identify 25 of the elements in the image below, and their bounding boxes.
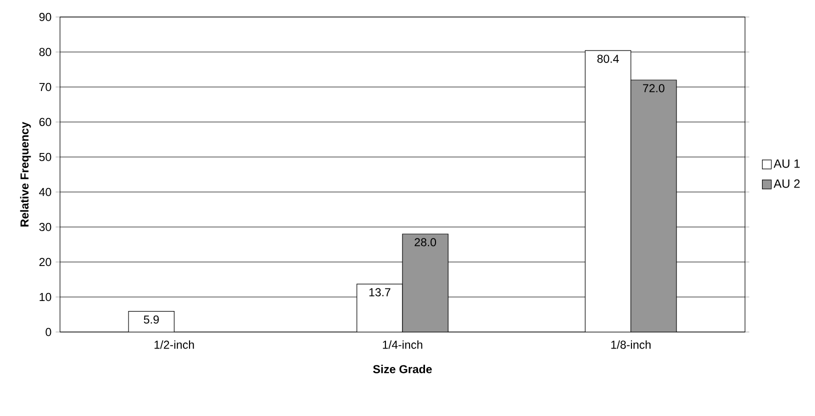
y-axis-title: Relative Frequency xyxy=(20,122,31,226)
data-label: 80.4 xyxy=(597,54,619,63)
x-tick-label: 1/2-inch xyxy=(154,340,194,349)
bar xyxy=(584,50,632,332)
data-label: 28.0 xyxy=(414,238,436,246)
y-tick-label: 0 xyxy=(46,328,52,336)
data-label: 13.7 xyxy=(369,288,390,296)
legend-label: AU 2 xyxy=(774,179,800,188)
x-tick-label: 1/8-inch xyxy=(611,340,651,349)
y-tick-label: 80 xyxy=(39,48,52,56)
y-tick-label: 60 xyxy=(39,118,52,126)
y-tick-label: 90 xyxy=(39,12,52,22)
x-tick-label: 1/4-inch xyxy=(382,340,422,349)
y-tick-label: 70 xyxy=(39,82,52,92)
bar xyxy=(402,234,448,332)
y-tick-label: 20 xyxy=(39,258,52,266)
y-tick-label: 50 xyxy=(39,152,52,162)
x-axis-title: Size Grade xyxy=(373,364,432,374)
bar xyxy=(630,80,677,332)
data-label: 5.9 xyxy=(144,315,159,324)
y-tick-label: 10 xyxy=(40,292,52,302)
text: AU 1 xyxy=(774,159,800,168)
y-tick-label: 30 xyxy=(39,222,52,232)
y-tick-label: 40 xyxy=(39,188,52,196)
data-label: 72.0 xyxy=(643,84,664,92)
